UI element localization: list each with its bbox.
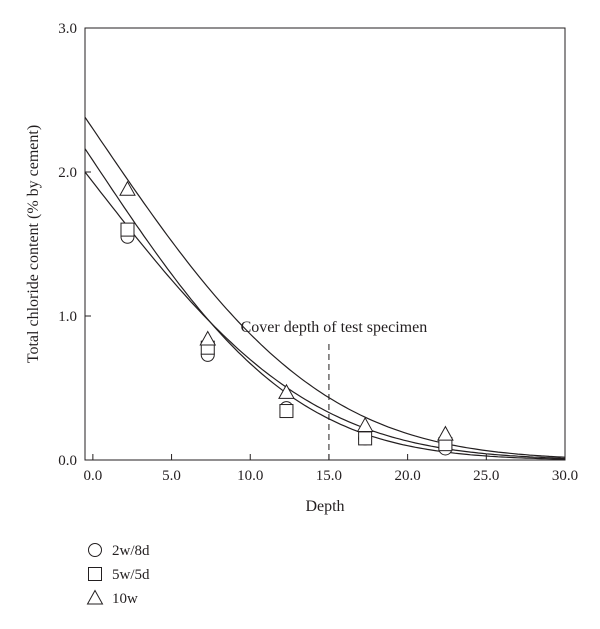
plot-frame — [84, 27, 566, 461]
fit-curve-5w/5d — [84, 148, 566, 460]
data-point-triangle — [119, 180, 136, 196]
x-tick-label: 25.0 — [473, 468, 499, 484]
data-point-square — [358, 431, 373, 446]
y-axis-title: Total chloride content (% by cement) — [25, 125, 42, 363]
x-axis-title: Depth — [305, 498, 344, 515]
data-markers — [119, 180, 454, 456]
y-tick-label: 2.0 — [58, 165, 77, 181]
legend-marker-triangle — [86, 589, 104, 605]
legend-marker-circle — [88, 543, 102, 557]
y-tick-label: 0.0 — [58, 453, 77, 469]
legend: 2w/8d 5w/5d 10w — [86, 543, 150, 607]
x-tick-label: 20.0 — [394, 468, 420, 484]
fit-curve-10w — [84, 116, 566, 458]
legend-marker-square — [88, 567, 102, 581]
legend-label: 5w/5d — [112, 567, 150, 583]
x-axis: 0.0 5.0 10.0 15.0 20.0 25.0 30.0 — [83, 454, 578, 484]
legend-label: 2w/8d — [112, 543, 150, 559]
data-point-square — [279, 404, 294, 419]
data-point-square — [120, 222, 135, 237]
data-point-triangle — [278, 383, 295, 399]
y-axis: 0.0 1.0 2.0 3.0 — [58, 21, 91, 469]
legend-label: 10w — [112, 591, 138, 607]
x-tick-label: 15.0 — [316, 468, 342, 484]
x-tick-label: 5.0 — [162, 468, 181, 484]
data-point-triangle — [356, 416, 374, 432]
y-tick-label: 1.0 — [58, 309, 77, 325]
x-tick-label: 30.0 — [552, 468, 578, 484]
x-tick-label: 0.0 — [83, 468, 102, 484]
fit-curve-2w/8d — [84, 171, 566, 459]
y-tick-label: 3.0 — [58, 21, 77, 37]
data-point-triangle — [437, 425, 454, 441]
data-point-triangle — [199, 330, 217, 346]
cover-depth-label: Cover depth of test specimen — [241, 319, 428, 336]
x-tick-label: 10.0 — [237, 468, 263, 484]
fit-curves — [84, 116, 566, 460]
